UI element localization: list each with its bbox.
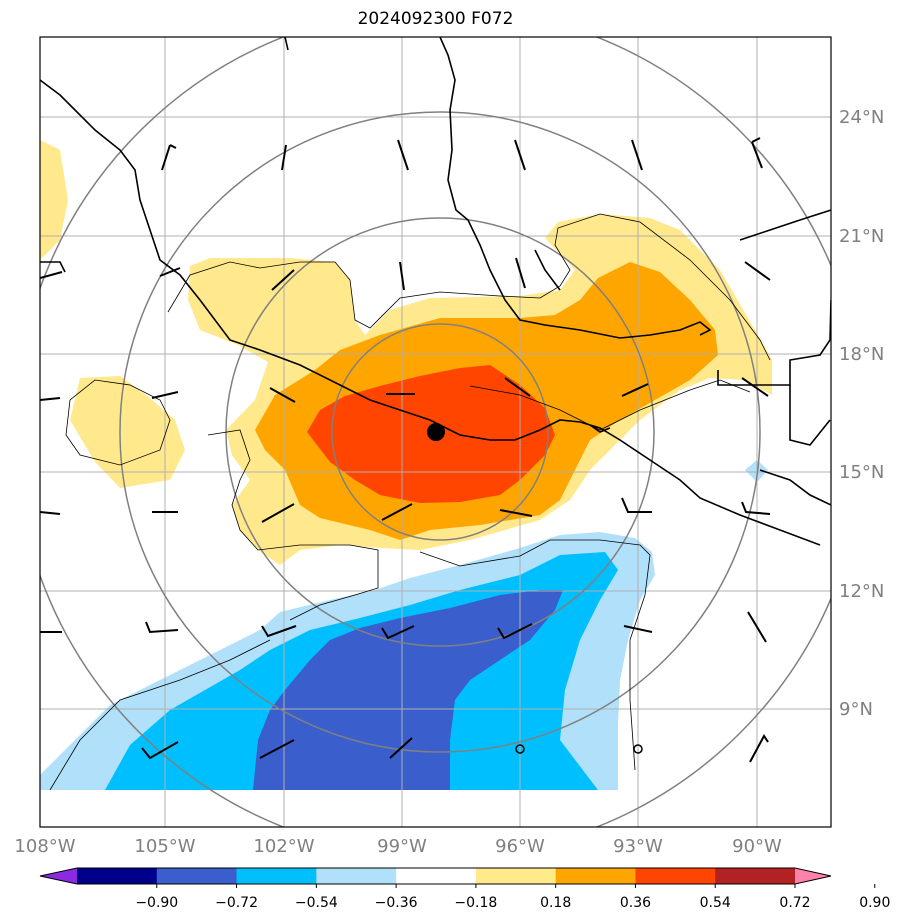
wind-barb [381, 625, 415, 640]
colorbar-segment [77, 868, 158, 884]
wind-barb [269, 387, 296, 403]
wind-barb [161, 144, 177, 171]
wind-barb [751, 137, 763, 169]
coastlines [40, 37, 831, 546]
colorbar-segment [555, 868, 636, 884]
wind-barb [40, 511, 61, 515]
colorbar-label: −0.18 [454, 895, 497, 911]
lon-label: 102°W [253, 836, 314, 857]
yellow-fill-west [40, 140, 68, 260]
wind-barb [159, 267, 181, 277]
colorbar-extend-max [795, 868, 831, 884]
lat-label: 15°N [839, 462, 884, 483]
wind-barb [749, 734, 769, 763]
colorbar-label: −0.72 [215, 895, 258, 911]
wind-barb [631, 139, 643, 171]
wind-barb [497, 623, 533, 640]
wind-barb [145, 621, 179, 634]
wind-barb [741, 501, 771, 515]
colorbar-label: 0.36 [620, 895, 651, 911]
storm-center-marker [427, 423, 445, 441]
wind-barb [261, 503, 295, 523]
colorbar-segments [40, 868, 831, 884]
calm-wind-marker [515, 744, 525, 754]
map-area [40, 37, 831, 827]
wind-barb [40, 271, 63, 279]
colorbar-label: −0.54 [295, 895, 338, 911]
wind-barb [40, 397, 61, 401]
wind-barb [399, 261, 405, 291]
wind-barb [141, 741, 179, 760]
lat-label: 9°N [839, 699, 873, 720]
wind-barb [261, 625, 297, 638]
colorbar-ticks: −0.90 −0.72 −0.54 −0.36 −0.18 0.18 0.36 0.54 0.7… [135, 884, 890, 911]
colorbar-label: 0.72 [779, 895, 810, 911]
lat-label: 12°N [839, 581, 884, 602]
lon-label: 99°W [377, 836, 427, 857]
colorbar-segment [396, 868, 477, 884]
colorbar-outline [39, 867, 832, 885]
lat-label: 18°N [839, 344, 884, 365]
lon-label: 105°W [134, 836, 195, 857]
lon-label: 96°W [495, 836, 545, 857]
wind-barb [271, 269, 295, 291]
colorbar-label: −0.36 [375, 895, 418, 911]
colorbar-label: −0.90 [135, 895, 178, 911]
negative-anomaly-fill [40, 460, 768, 790]
wind-barb [621, 383, 649, 397]
wind-barb [514, 139, 526, 171]
colorbar-segment [236, 868, 317, 884]
range-ring-3 [119, 111, 761, 753]
colorbar-label: 0.90 [859, 895, 890, 911]
wind-barb [499, 509, 533, 517]
wind-barb [621, 497, 652, 513]
wind-barb [744, 261, 771, 281]
colorbar-label: 0.54 [700, 895, 731, 911]
colorbar-segment [715, 868, 796, 884]
blue-fill [253, 590, 563, 790]
colorbar-segment [156, 868, 238, 884]
gridlines [40, 37, 831, 827]
yellow-fill-island [70, 376, 185, 488]
colorbar-label: 0.18 [540, 895, 571, 911]
wind-barb [381, 503, 413, 521]
range-ring-1 [331, 323, 549, 541]
lon-label: 108°W [14, 836, 75, 857]
wind-barb [281, 144, 287, 171]
colorbar: −0.90 −0.72 −0.54 −0.36 −0.18 0.18 0.36 0.54 0.7… [39, 867, 890, 911]
wind-barb [397, 139, 409, 171]
map-frame [39, 36, 832, 828]
latitude-labels: 24°N 21°N 18°N 15°N 12°N 9°N [839, 107, 884, 720]
colorbar-extend-min [40, 868, 77, 884]
lon-label: 93°W [613, 836, 663, 857]
chart-title: 2024092300 F072 [357, 9, 514, 29]
wind-barb [515, 257, 526, 289]
wind-barb [504, 377, 531, 397]
colorbar-segment [316, 868, 397, 884]
longitude-labels: 108°W 105°W 102°W 99°W 96°W 93°W 90°W [14, 836, 782, 857]
wind-barb [623, 625, 653, 633]
wind-barbs [40, 137, 771, 763]
wind-barb [389, 737, 413, 759]
lat-label: 21°N [839, 226, 884, 247]
wind-barb [747, 611, 767, 643]
lat-label: 24°N [839, 107, 884, 128]
wind-barb [741, 377, 769, 397]
contour-lines [49, 213, 771, 791]
wind-barb [151, 391, 179, 399]
colorbar-segment [475, 868, 557, 884]
calm-wind-marker [633, 744, 643, 754]
colorbar-segment [635, 868, 716, 884]
wind-barb [259, 739, 295, 759]
lon-label: 90°W [732, 836, 782, 857]
